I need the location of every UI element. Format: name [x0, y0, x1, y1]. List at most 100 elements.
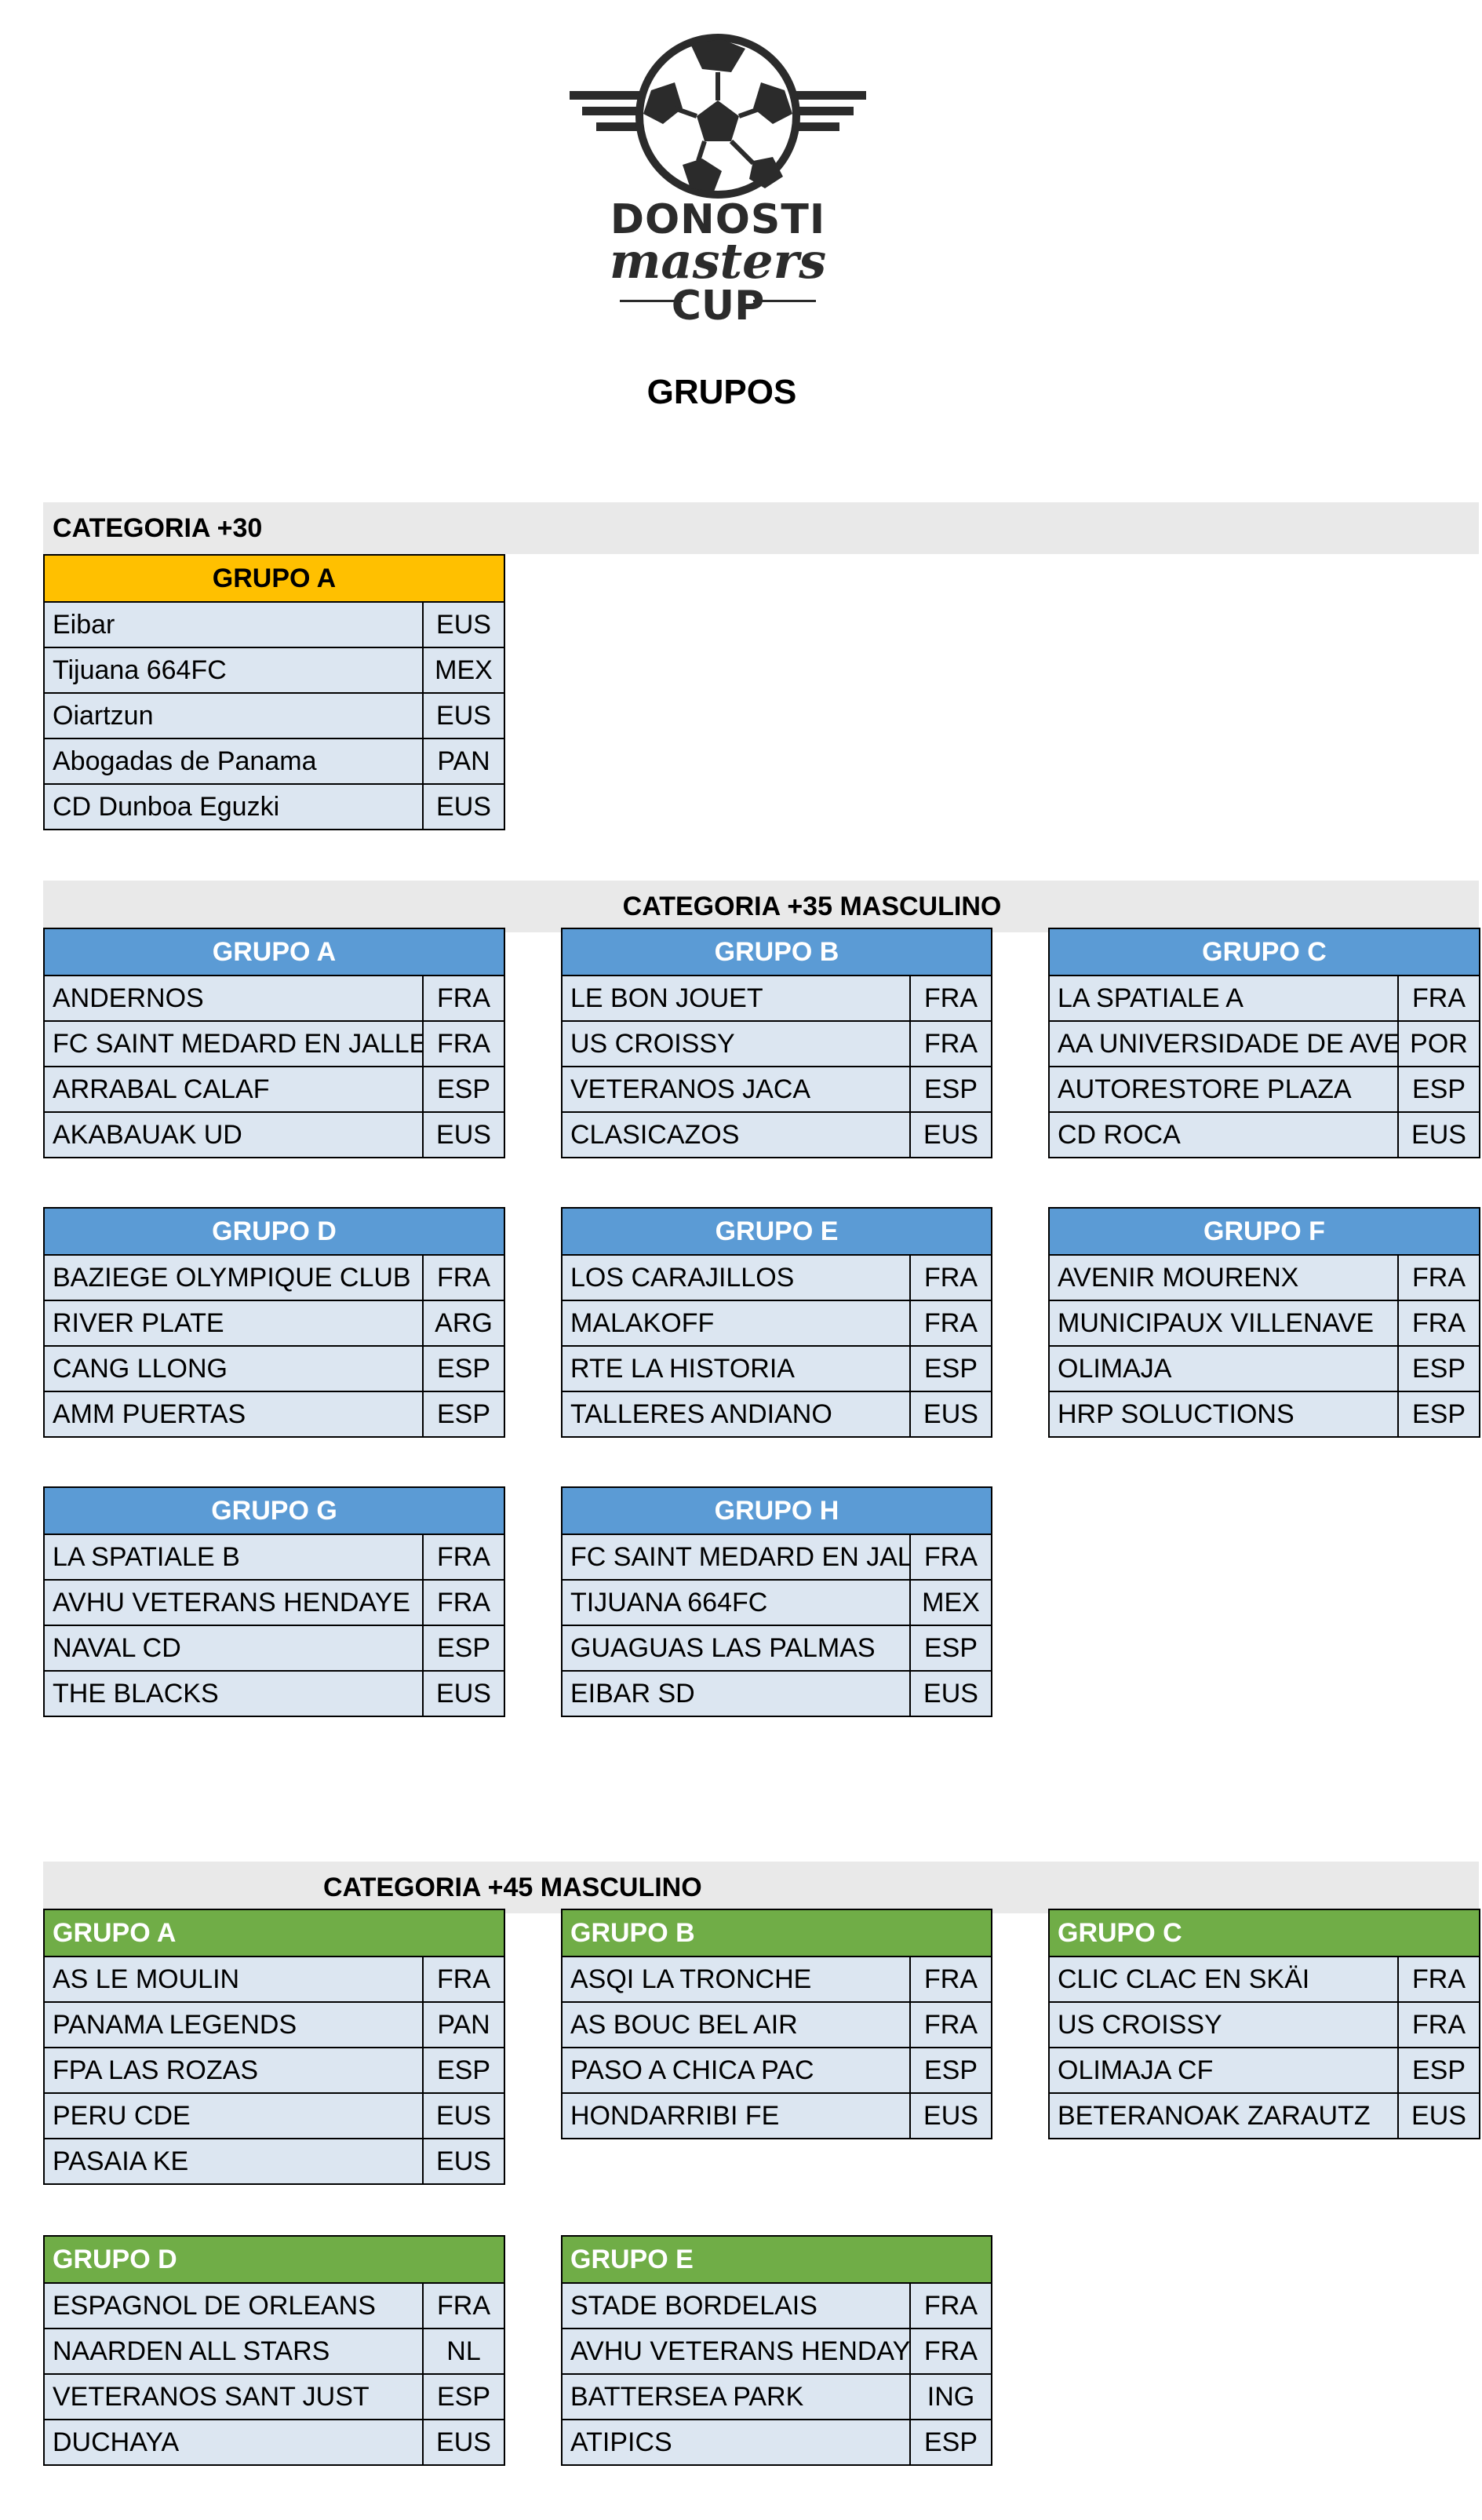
team-name: NAARDEN ALL STARS	[43, 2328, 424, 2375]
country-code: EUS	[909, 1670, 992, 1717]
cat35-group-a: GRUPO A ANDERNOS FRA FC SAINT MEDARD EN JAL…	[42, 928, 506, 1158]
team-name: ATIPICS	[561, 2419, 911, 2466]
team-name: RTE LA HISTORIA	[561, 1345, 911, 1392]
team-name: LA SPATIALE A	[1048, 975, 1399, 1022]
team-name: PANAMA LEGENDS	[43, 2001, 424, 2048]
team-name: HONDARRIBI FE	[561, 2092, 911, 2139]
country-code: ESP	[421, 1625, 506, 1672]
country-code: FRA	[909, 1254, 992, 1301]
team-name: AUTORESTORE PLAZA	[1048, 1066, 1399, 1113]
table-row: FPA LAS ROZAS ESP	[43, 2047, 506, 2094]
team-name: STADE BORDELAIS	[561, 2282, 911, 2329]
country-code: EUS	[421, 783, 506, 830]
team-name: TALLERES ANDIANO	[561, 1391, 911, 1438]
team-name: US CROISSY	[561, 1020, 911, 1067]
team-name: AVHU VETERANS HENDAYE	[561, 2328, 911, 2375]
category-30-header: CATEGORIA +30	[43, 502, 1479, 554]
soccer-ball-icon	[570, 34, 866, 199]
table-row: LE BON JOUET FRA	[561, 975, 992, 1022]
group-title: GRUPO E	[561, 2235, 992, 2284]
team-name: FC SAINT MEDARD EN JALLES	[43, 1020, 424, 1067]
country-code: FRA	[1397, 1254, 1480, 1301]
country-code: FRA	[909, 1020, 992, 1067]
country-code: FRA	[909, 2328, 992, 2375]
country-code: ESP	[422, 2373, 505, 2420]
group-title: GRUPO A	[42, 928, 506, 976]
table-row: MUNICIPAUX VILLENAVE FRA	[1048, 1300, 1480, 1347]
table-row: VETERANOS SANT JUST ESP	[43, 2373, 505, 2420]
table-row: TIJUANA 664FC MEX	[561, 1579, 992, 1626]
team-name: CLIC CLAC EN SKÄI	[1048, 1956, 1399, 2003]
group-title: GRUPO C	[1048, 1909, 1480, 1957]
country-code: FRA	[909, 1534, 992, 1581]
country-code: ESP	[1397, 1391, 1480, 1438]
table-row: BAZIEGE OLYMPIQUE CLUB FRA	[43, 1254, 505, 1301]
country-code: EUS	[421, 692, 506, 739]
tournament-logo: DONOSTI masters CUP	[565, 31, 871, 330]
table-row: ASQI LA TRONCHE FRA	[561, 1956, 992, 2003]
country-code: EUS	[909, 1111, 992, 1158]
group-title: GRUPO B	[561, 1909, 992, 1957]
table-row: CLIC CLAC EN SKÄI FRA	[1048, 1956, 1480, 2003]
group-title: GRUPO A	[42, 1909, 506, 1957]
team-name: EIBAR SD	[561, 1670, 911, 1717]
team-name: VETERANOS JACA	[561, 1066, 911, 1113]
team-name: VETERANOS SANT JUST	[43, 2373, 424, 2420]
team-name: HRP SOLUCTIONS	[1048, 1391, 1399, 1438]
cat35-group-c: GRUPO C LA SPATIALE A FRA AA UNIVERSIDADE D…	[1048, 928, 1480, 1158]
team-name: MALAKOFF	[561, 1300, 911, 1347]
country-code: ESP	[909, 2047, 992, 2094]
table-row: ESPAGNOL DE ORLEANS FRA	[43, 2282, 505, 2329]
country-code: ESP	[1397, 2047, 1480, 2094]
team-name: AS LE MOULIN	[43, 1956, 424, 2003]
team-name: GUAGUAS LAS PALMAS	[561, 1625, 911, 1672]
team-name: PASAIA KE	[43, 2138, 424, 2185]
logo-line-3: CUP	[671, 283, 765, 330]
table-row: PERU CDE EUS	[43, 2092, 506, 2139]
cat35-group-e: GRUPO E LOS CARAJILLOS FRA MALAKOFF FRA RTE L…	[561, 1207, 992, 1438]
cat45-group-c: GRUPO C CLIC CLAC EN SKÄI FRA US CROISSY FRA…	[1048, 1909, 1480, 2139]
group-title: GRUPO A	[42, 554, 506, 603]
table-row: HRP SOLUCTIONS ESP	[1048, 1391, 1480, 1438]
team-name: CLASICAZOS	[561, 1111, 911, 1158]
country-code: FRA	[1397, 1300, 1480, 1347]
table-row: STADE BORDELAIS FRA	[561, 2282, 992, 2329]
team-name: AVHU VETERANS HENDAYE	[43, 1579, 424, 1626]
country-code: FRA	[909, 1956, 992, 2003]
table-row: EIBAR SD EUS	[561, 1670, 992, 1717]
table-row: AA UNIVERSIDADE DE AVEIROPOR	[1048, 1020, 1480, 1067]
table-row: BETERANOAK ZARAUTZ EUS	[1048, 2092, 1480, 2139]
table-row: THE BLACKS EUS	[43, 1670, 506, 1717]
country-code: ESP	[1397, 1066, 1480, 1113]
country-code: FRA	[1397, 975, 1480, 1022]
country-code: EUS	[1397, 1111, 1480, 1158]
country-code: FRA	[1397, 2001, 1480, 2048]
country-code: ESP	[421, 1066, 506, 1113]
country-code: ESP	[421, 2047, 506, 2094]
country-code: FRA	[421, 975, 506, 1022]
table-row: LA SPATIALE B FRA	[43, 1534, 506, 1581]
country-code: FRA	[421, 1956, 506, 2003]
country-code: POR	[1397, 1020, 1480, 1067]
table-row: AS LE MOULIN FRA	[43, 1956, 506, 2003]
country-code: ESP	[1397, 1345, 1480, 1392]
country-code: EUS	[909, 1391, 992, 1438]
group-title: GRUPO E	[561, 1207, 992, 1256]
team-name: TIJUANA 664FC	[561, 1579, 911, 1626]
table-row: PASO A CHICA PAC ESP	[561, 2047, 992, 2094]
team-name: CD Dunboa Eguzki	[43, 783, 424, 830]
logo-rule-left	[620, 300, 683, 302]
table-row: HONDARRIBI FE EUS	[561, 2092, 992, 2139]
table-row: PANAMA LEGENDS PAN	[43, 2001, 506, 2048]
country-code: FRA	[909, 975, 992, 1022]
page-title: GRUPOS	[646, 373, 797, 411]
country-code: PAN	[421, 738, 506, 785]
team-name: US CROISSY	[1048, 2001, 1399, 2048]
group-title: GRUPO B	[561, 928, 992, 976]
cat35-group-h: GRUPO HFC SAINT MEDARD EN JALLESFRATIJUA…	[561, 1486, 992, 1717]
country-code: FRA	[421, 1534, 506, 1581]
logo-line-2: masters	[609, 232, 827, 290]
table-row: DUCHAYA EUS	[43, 2419, 505, 2466]
table-row: ATIPICS ESP	[561, 2419, 992, 2466]
category-45-header: CATEGORIA +45 MASCULINO	[43, 1862, 1479, 1913]
